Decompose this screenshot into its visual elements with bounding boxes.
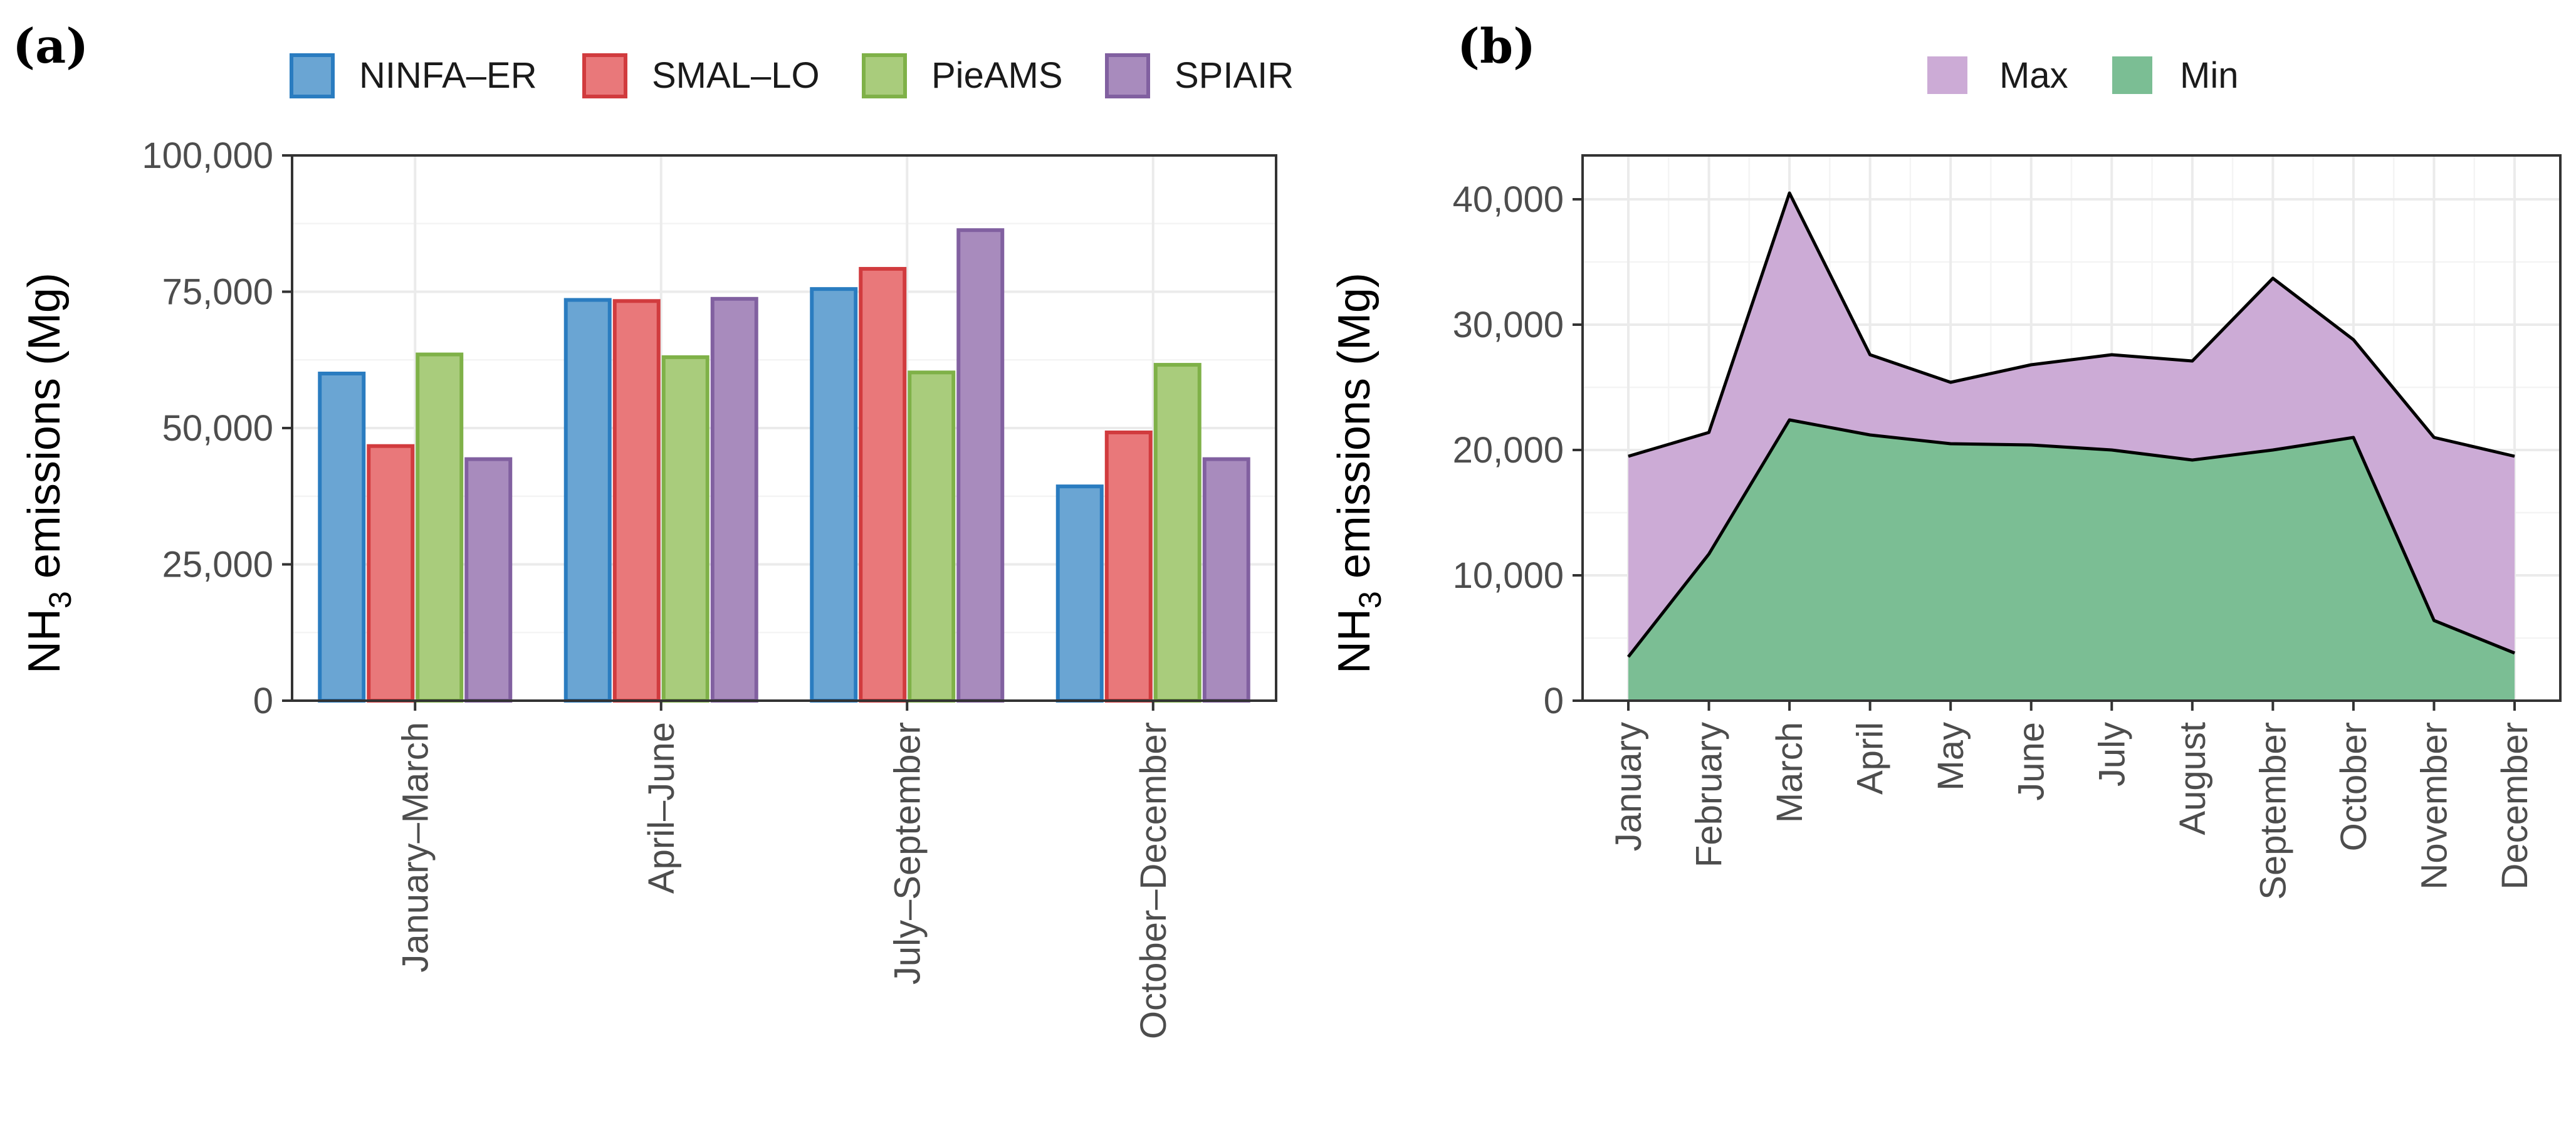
legend-swatch-min [2112, 56, 2152, 94]
y-tick-label: 10,000 [1453, 555, 1564, 596]
y-tick-label: 75,000 [162, 272, 273, 313]
bar-ninfa-er-october-december [1055, 484, 1104, 703]
point-max-march [1789, 192, 1790, 194]
y-tick-label: 40,000 [1453, 179, 1564, 220]
panel-b-legend: Max Min [1927, 55, 2238, 96]
x-tick-label: April–June [641, 722, 682, 894]
point-max-may [1950, 382, 1951, 383]
y-tick-label: 100,000 [142, 135, 273, 176]
x-tick-label: October [2333, 722, 2374, 851]
bar-smal-lo-april-june [612, 299, 661, 703]
y-tick-label: 0 [253, 681, 273, 721]
x-tick-label: July [2092, 722, 2132, 787]
panel-a-y-axis: 0 25,000 50,000 75,000 100,000 [142, 135, 292, 721]
bar-ninfa-er-july-september [810, 287, 858, 703]
x-tick-label: May [1930, 722, 1971, 791]
panel-b-x-axis: January February March April May June July Augu… [1608, 701, 2535, 900]
panel-a-x-axis: January–March April–June July–September Oct… [395, 701, 1174, 1039]
point-max-january [1628, 456, 1629, 457]
x-tick-label: September [2253, 722, 2293, 900]
legend-label-spiair: SPIAIR [1175, 55, 1294, 96]
panel-a-y-axis-title: NH3 emissions (Mg) [19, 273, 78, 674]
panel-b-areas [1627, 191, 2515, 701]
bar-smal-lo-january-march [367, 444, 415, 703]
line-max [1628, 191, 2515, 458]
x-tick-label: July–September [887, 722, 928, 985]
y-tick-label: 20,000 [1453, 430, 1564, 471]
legend-swatch-spiair [1105, 53, 1150, 98]
bar-spiair-january-march [464, 457, 513, 703]
panel-a-bars [318, 228, 1250, 703]
bar-spiair-april-june [710, 296, 758, 703]
legend-label-min: Min [2180, 55, 2238, 96]
bar-pieams-july-september [908, 370, 956, 703]
area-min [1628, 420, 2515, 701]
legend-swatch-ninfa-er [290, 53, 335, 98]
y-tick-label: 0 [1544, 681, 1564, 721]
x-tick-label: October–December [1133, 722, 1174, 1039]
legend-label-smal-lo: SMAL–LO [652, 55, 820, 96]
panel-b-plot-frame [1581, 154, 2562, 702]
y-tick-label: 50,000 [162, 408, 273, 449]
legend-label-ninfa-er: NINFA–ER [359, 55, 537, 96]
bar-spiair-october-december [1202, 457, 1250, 703]
x-tick-label: December [2495, 722, 2535, 890]
legend-label-pieams: PieAMS [931, 55, 1063, 96]
bar-pieams-april-june [661, 355, 709, 703]
panel-a: (a) NINFA–ER SMAL–LO PieAMS SPIAIR NH3 e… [13, 18, 1294, 1039]
legend-label-max: Max [1999, 55, 2068, 96]
panel-b-y-axis: 0 10,000 20,000 30,000 40,000 [1453, 179, 1583, 721]
x-tick-label: January [1608, 722, 1649, 851]
bar-smal-lo-july-september [859, 266, 907, 703]
panel-b-y-axis-title: NH3 emissions (Mg) [1329, 273, 1388, 674]
legend-swatch-smal-lo [582, 53, 627, 98]
x-tick-label: August [2172, 722, 2213, 835]
panel-a-legend: NINFA–ER SMAL–LO PieAMS SPIAIR [290, 53, 1294, 98]
x-tick-label: November [2414, 722, 2454, 890]
legend-swatch-pieams [862, 53, 907, 98]
line-min [1627, 418, 2515, 658]
legend-swatch-max [1927, 56, 1967, 94]
y-tick-label: 25,000 [162, 545, 273, 585]
x-tick-label: April [1850, 722, 1891, 795]
bar-pieams-october-december [1153, 363, 1202, 703]
panel-b-label: (b) [1457, 18, 1536, 74]
x-tick-label: February [1689, 722, 1730, 867]
x-tick-label: March [1769, 722, 1810, 823]
point-min-march [1789, 419, 1790, 421]
x-tick-label: January–March [395, 722, 436, 973]
x-tick-label: June [2011, 722, 2052, 801]
bar-pieams-january-march [416, 352, 464, 703]
panel-b: (b) Max Min NH3 emissions (Mg) 0 10,000 20… [1329, 18, 2562, 900]
bar-ninfa-er-january-march [318, 372, 366, 703]
bar-smal-lo-october-december [1104, 430, 1153, 703]
bar-ninfa-er-april-june [563, 298, 612, 703]
panel-a-label: (a) [13, 18, 88, 74]
y-tick-label: 30,000 [1453, 305, 1564, 345]
bar-spiair-july-september [956, 228, 1005, 703]
